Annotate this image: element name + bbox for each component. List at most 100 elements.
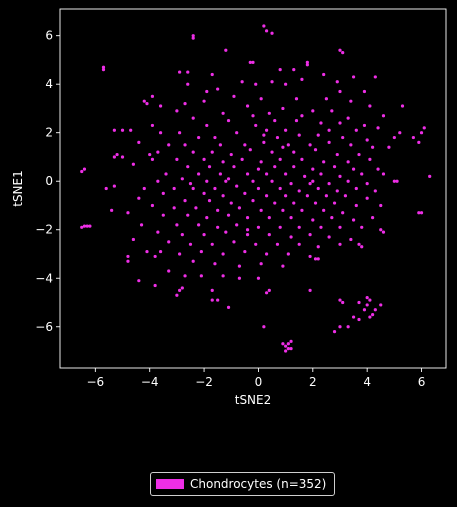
data-point [101, 68, 106, 72]
data-point [175, 157, 179, 161]
data-point [256, 167, 261, 171]
data-point [371, 313, 375, 317]
data-point [213, 262, 217, 266]
data-point [254, 123, 258, 128]
data-point [327, 140, 331, 145]
data-point [270, 31, 274, 35]
data-point [338, 174, 342, 178]
data-point [332, 201, 337, 205]
data-point [365, 182, 369, 186]
data-point [289, 182, 293, 186]
data-point [150, 203, 155, 208]
data-point [262, 140, 266, 145]
data-point [245, 104, 250, 108]
data-point [316, 245, 320, 249]
data-point [392, 135, 396, 140]
y-tick-label: 0 [45, 174, 53, 188]
data-point [357, 317, 361, 322]
data-point [313, 201, 318, 205]
x-axis-label: tSNE2 [235, 393, 272, 407]
data-point [229, 201, 233, 205]
data-point [197, 223, 201, 227]
data-point [254, 82, 258, 86]
data-point [343, 194, 348, 198]
data-point [145, 249, 149, 254]
data-point [281, 208, 285, 212]
data-point [308, 182, 312, 186]
data-point [278, 68, 282, 72]
data-point [422, 126, 426, 130]
data-point [368, 157, 372, 161]
data-point [183, 199, 187, 203]
data-point [199, 249, 203, 254]
data-point [183, 102, 187, 106]
data-point [178, 131, 182, 135]
data-point [400, 104, 405, 108]
data-point [262, 133, 266, 137]
data-point [417, 140, 421, 145]
data-point [297, 189, 301, 193]
data-point [248, 148, 252, 152]
data-point [270, 179, 274, 183]
data-point [226, 177, 231, 181]
data-point [373, 308, 377, 312]
data-point [357, 300, 361, 305]
data-point [112, 155, 116, 159]
data-point [357, 242, 361, 246]
data-point [112, 128, 116, 132]
data-point [362, 123, 367, 128]
legend: Chondrocytes (n=352) [150, 472, 336, 496]
data-point [319, 172, 323, 176]
data-point [251, 114, 255, 118]
data-point [224, 179, 228, 183]
data-point [292, 201, 296, 205]
x-tick-label: −2 [195, 375, 213, 389]
data-point [110, 208, 114, 212]
data-point [126, 211, 130, 215]
data-point [300, 157, 304, 161]
data-point [273, 118, 277, 123]
x-tick-label: 6 [418, 375, 426, 389]
data-point [172, 186, 176, 191]
data-point [197, 135, 201, 140]
x-tick-label: 2 [309, 375, 317, 389]
data-point [240, 157, 244, 161]
data-point [379, 203, 383, 208]
data-point [112, 184, 116, 188]
data-point [207, 165, 212, 169]
data-point [221, 194, 225, 198]
data-point [381, 172, 386, 176]
data-point [417, 211, 421, 215]
data-point [237, 206, 242, 210]
data-point [338, 298, 342, 302]
data-point [346, 179, 350, 183]
data-point [373, 189, 377, 193]
data-point [362, 89, 367, 94]
data-point [300, 114, 304, 118]
data-point [254, 242, 258, 246]
data-point [167, 240, 171, 244]
data-point [284, 344, 288, 348]
data-point [142, 186, 146, 191]
data-point [232, 94, 236, 98]
data-point [319, 225, 323, 229]
data-point [210, 242, 214, 246]
data-point [158, 249, 163, 254]
data-point [172, 206, 176, 210]
data-point [243, 143, 247, 147]
data-point [264, 291, 269, 295]
data-point [365, 303, 369, 307]
data-point [186, 82, 190, 86]
data-point [346, 325, 350, 329]
data-point [115, 152, 119, 157]
data-point [256, 276, 261, 280]
data-point [346, 116, 350, 120]
data-point [202, 191, 206, 195]
data-point [379, 303, 383, 307]
data-point [175, 223, 179, 227]
data-point [120, 128, 125, 132]
data-point [338, 225, 342, 229]
data-point [221, 252, 225, 256]
data-point [281, 106, 285, 111]
data-point [311, 218, 315, 222]
